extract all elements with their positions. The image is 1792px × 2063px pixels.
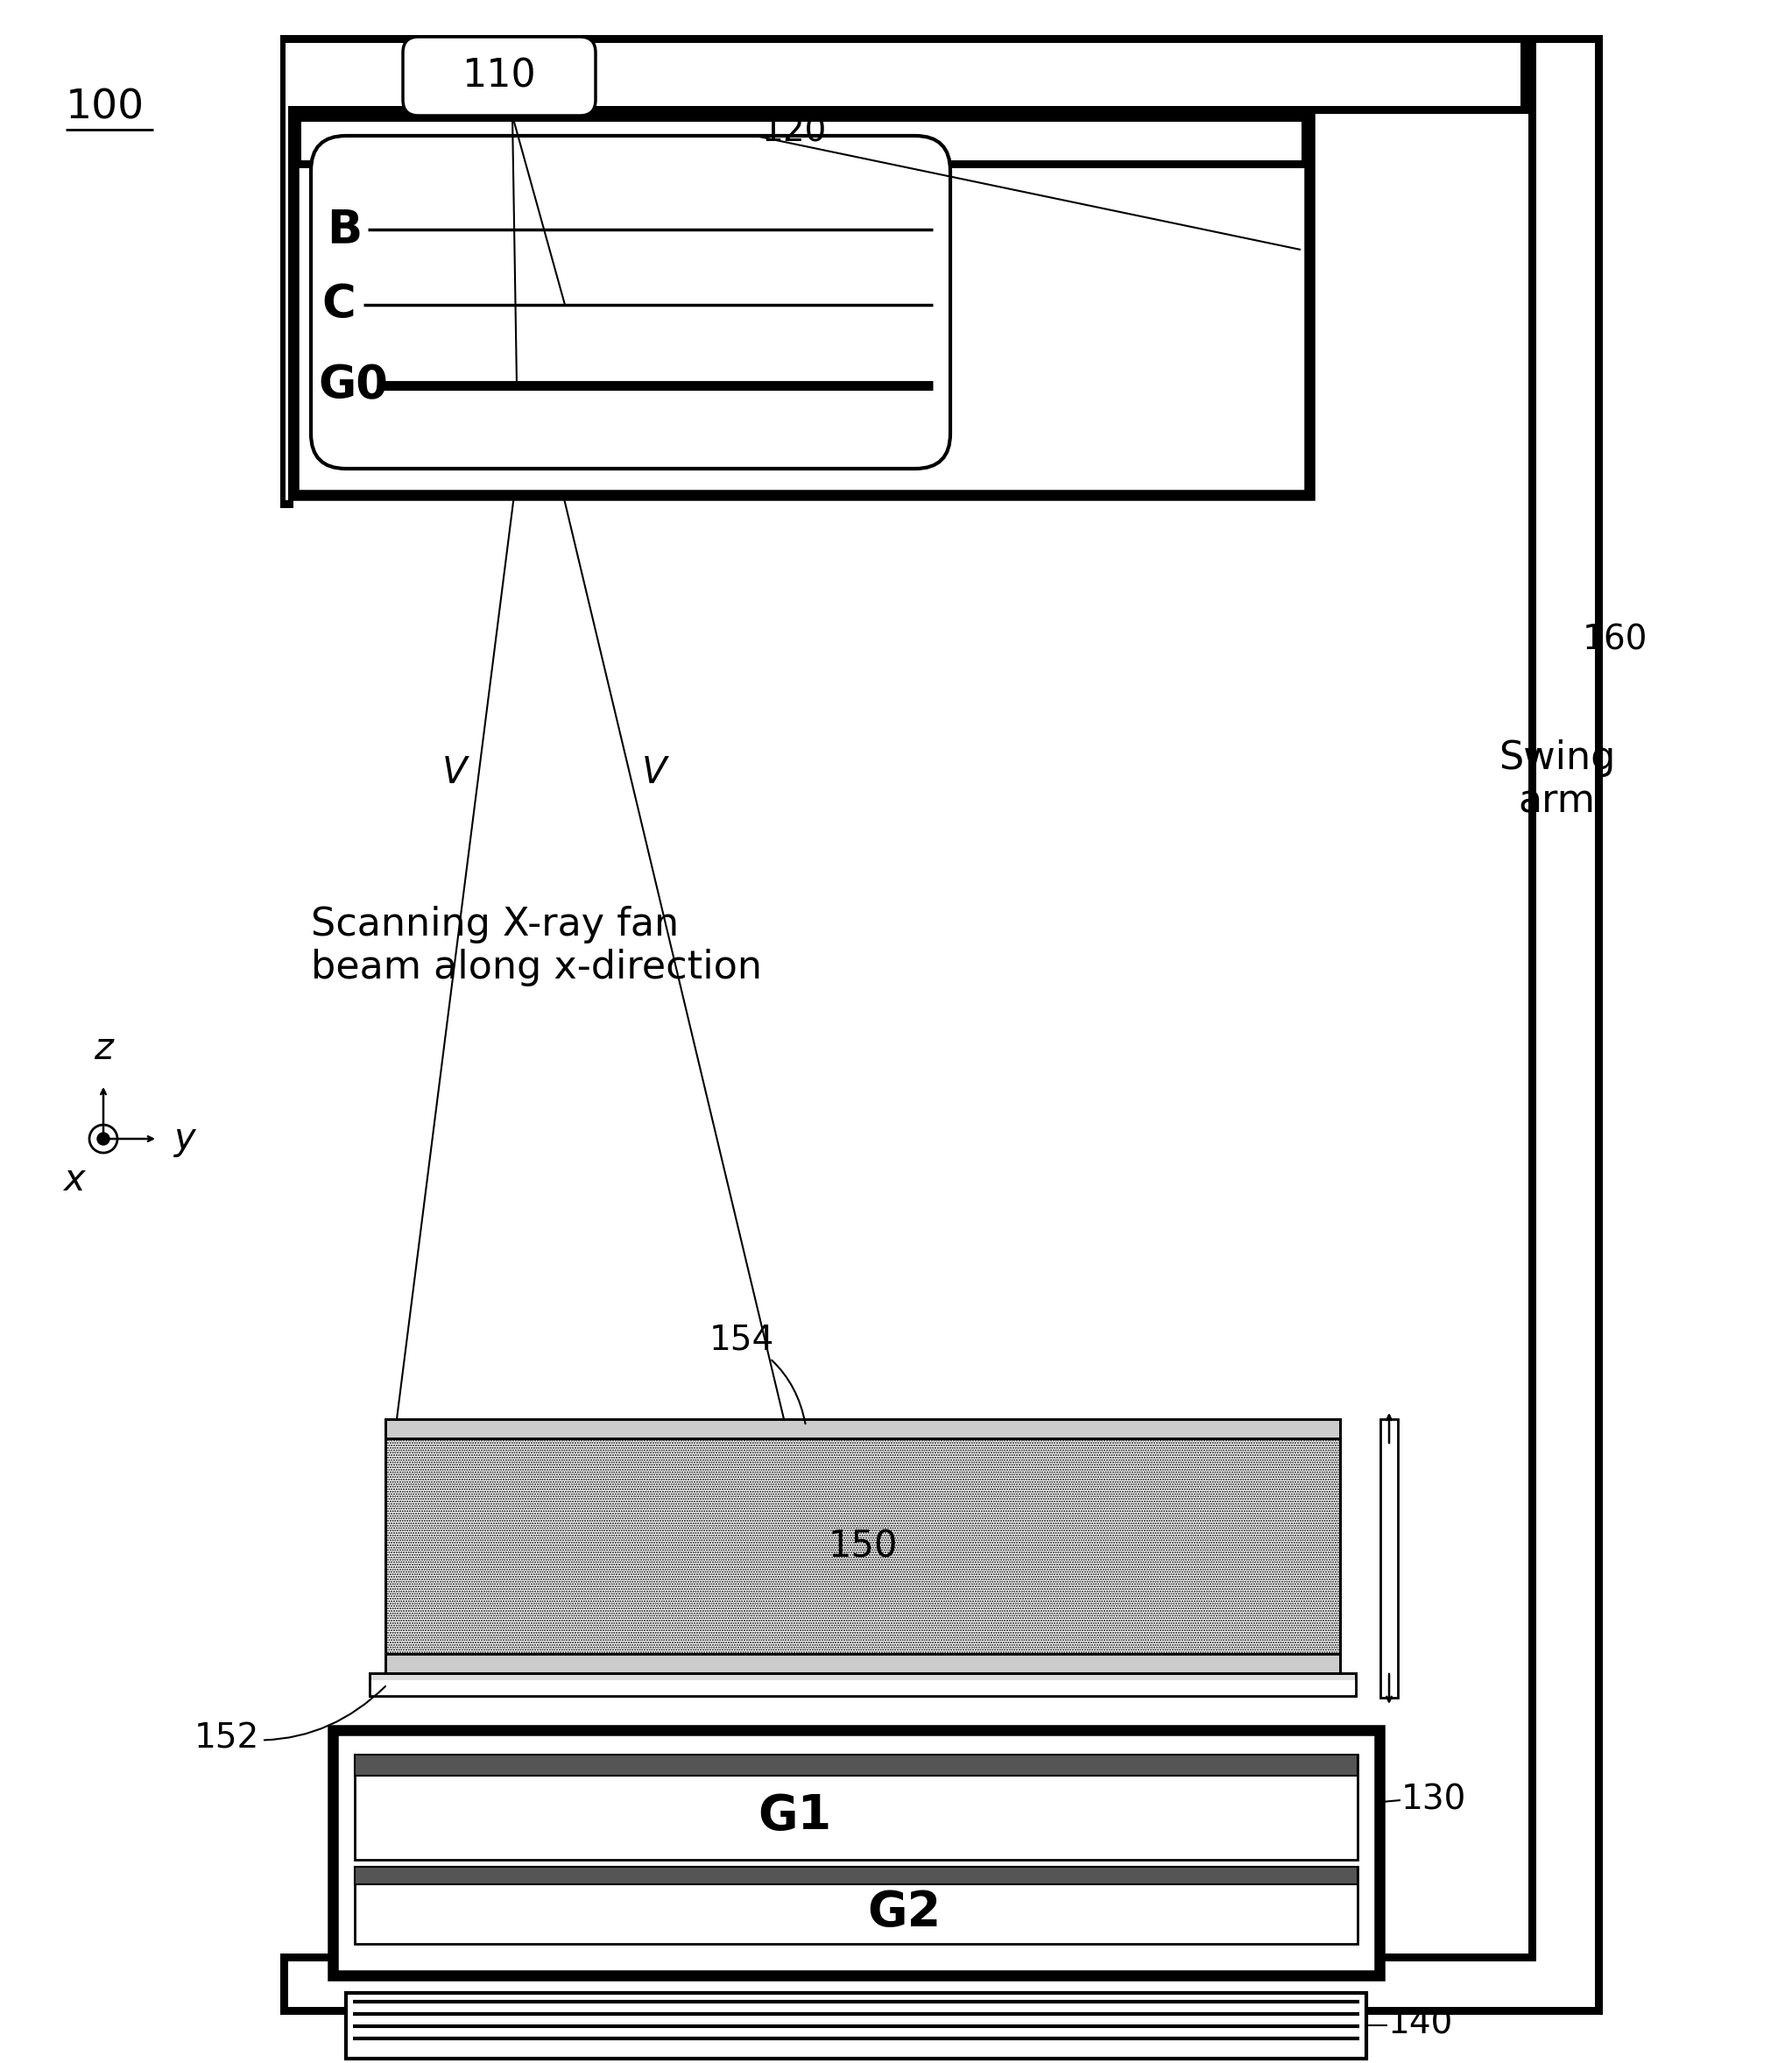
Text: y: y: [174, 1120, 195, 1157]
Bar: [385, 1655, 1340, 1673]
Text: V: V: [443, 753, 468, 790]
Text: C: C: [321, 283, 355, 328]
Text: B: B: [326, 206, 362, 252]
Bar: [355, 1756, 1358, 1859]
FancyBboxPatch shape: [403, 37, 595, 116]
Bar: [346, 1993, 1366, 2059]
Text: z: z: [93, 1029, 113, 1067]
Text: Swing
arm: Swing arm: [1498, 739, 1615, 821]
Bar: [355, 1867, 1358, 1884]
Bar: [285, 43, 289, 499]
Bar: [280, 1954, 1602, 2016]
Bar: [355, 1867, 1358, 1884]
Text: 120: 120: [762, 116, 828, 149]
Text: 154: 154: [710, 1322, 805, 1423]
Bar: [369, 1679, 1357, 1696]
Text: G2: G2: [867, 1888, 941, 1935]
Text: G0: G0: [317, 363, 387, 408]
Text: V: V: [642, 753, 667, 790]
FancyBboxPatch shape: [312, 136, 950, 468]
Bar: [294, 113, 1310, 169]
Bar: [1380, 1419, 1398, 1698]
Text: 110: 110: [462, 58, 536, 95]
Bar: [294, 113, 1310, 495]
Bar: [355, 1756, 1358, 1776]
Bar: [369, 1673, 1357, 1696]
Bar: [333, 1731, 1380, 1976]
Bar: [289, 43, 1520, 105]
Bar: [289, 1962, 1595, 2007]
Bar: [385, 1438, 1340, 1655]
Bar: [355, 1867, 1358, 1943]
Bar: [1529, 35, 1602, 2016]
Text: 150: 150: [828, 1529, 898, 1564]
Bar: [1536, 43, 1595, 2007]
Text: 130: 130: [1401, 1784, 1466, 1818]
Text: x: x: [63, 1161, 84, 1199]
Bar: [280, 35, 294, 507]
Bar: [385, 1419, 1340, 1673]
Text: 160: 160: [1582, 623, 1649, 656]
Bar: [301, 122, 1301, 161]
Text: 152: 152: [195, 1685, 385, 1756]
Bar: [280, 35, 1602, 113]
Bar: [355, 1756, 1358, 1776]
Circle shape: [97, 1133, 109, 1145]
Text: 140: 140: [1389, 2007, 1453, 2040]
Text: Scanning X-ray fan
beam along x-direction: Scanning X-ray fan beam along x-directio…: [312, 906, 762, 986]
Text: 100: 100: [66, 87, 145, 128]
Bar: [385, 1419, 1340, 1438]
Text: G1: G1: [758, 1793, 831, 1840]
Bar: [369, 1673, 1357, 1696]
Bar: [385, 1438, 1340, 1655]
